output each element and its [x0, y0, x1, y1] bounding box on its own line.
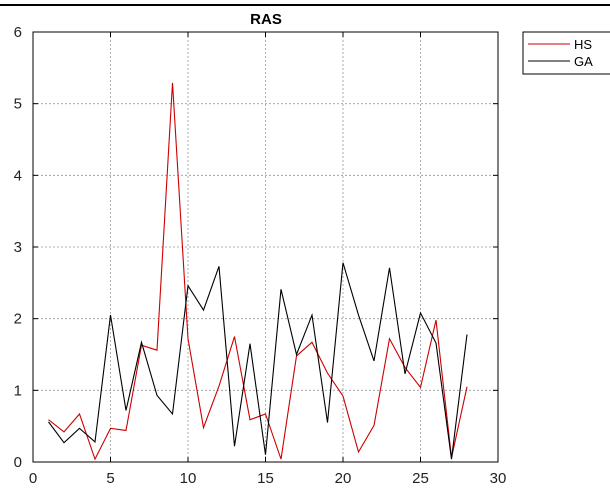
y-tick-label: 0	[14, 454, 22, 471]
y-tick-label: 2	[14, 311, 22, 328]
series-line-ga	[48, 262, 468, 460]
tick-labels: 0 5 10 15 20 25 30 0 1 2 3 4 5 6	[14, 24, 507, 487]
y-tick-label: 3	[14, 239, 22, 256]
x-tick-label: 0	[29, 470, 37, 487]
tick-marks	[32, 31, 499, 463]
y-tick-label: 1	[14, 382, 22, 399]
chart-title: RAS	[250, 11, 282, 28]
legend: HS GA	[522, 31, 610, 75]
x-tick-label: 10	[180, 470, 197, 487]
y-tick-label: 5	[14, 96, 22, 113]
legend-label-ga: GA	[574, 54, 593, 69]
x-tick-label: 5	[106, 470, 114, 487]
y-tick-label: 4	[14, 167, 22, 184]
legend-box	[522, 31, 610, 75]
legend-label-hs: HS	[574, 37, 592, 52]
y-tick-label: 6	[14, 24, 22, 41]
x-tick-label: 15	[257, 470, 274, 487]
x-tick-label: 25	[412, 470, 429, 487]
series-line-hs	[48, 82, 468, 461]
x-tick-label: 30	[490, 470, 507, 487]
series-layer	[48, 82, 468, 461]
x-tick-label: 20	[335, 470, 352, 487]
